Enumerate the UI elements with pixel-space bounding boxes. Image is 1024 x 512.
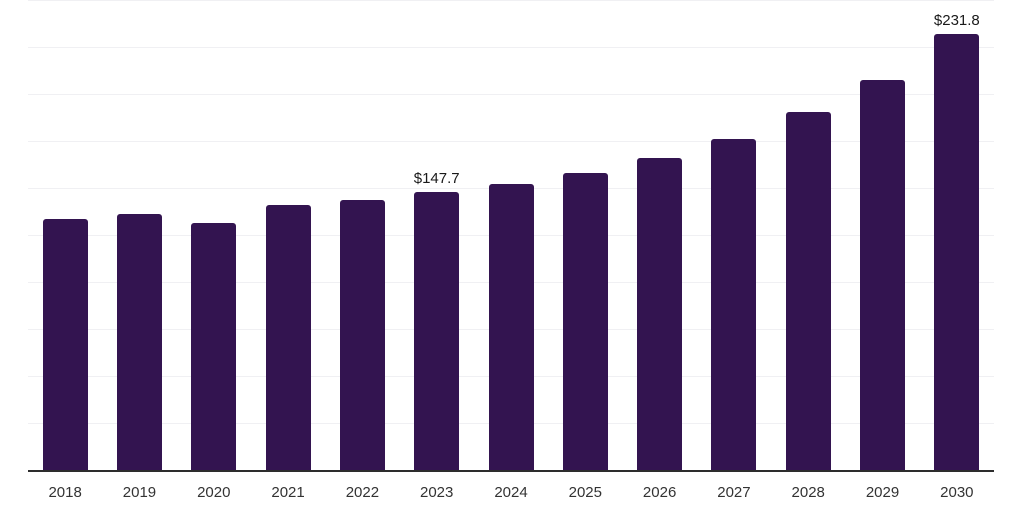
x-axis-line xyxy=(28,470,994,472)
x-tick-label-2021: 2021 xyxy=(271,484,305,501)
bar-2025 xyxy=(562,172,608,470)
bar-2024 xyxy=(488,183,534,470)
bar-2028 xyxy=(785,112,831,470)
bar-2020 xyxy=(191,222,237,470)
bar-2022 xyxy=(339,199,385,470)
bar-2026 xyxy=(637,157,683,470)
x-tick-label-2026: 2026 xyxy=(642,484,677,501)
x-tick-label-2020: 2020 xyxy=(197,484,231,501)
x-tick-label-2028: 2028 xyxy=(791,484,825,501)
gridline-250 xyxy=(28,0,994,1)
x-tick-label-2023: 2023 xyxy=(420,484,454,501)
bar-2021 xyxy=(265,204,311,470)
bar-2023 xyxy=(414,192,460,470)
x-tick-label-2018: 2018 xyxy=(48,484,82,501)
x-tick-label-2019: 2019 xyxy=(122,484,157,501)
x-tick-label-2022: 2022 xyxy=(345,484,380,501)
bar-2029 xyxy=(860,80,906,470)
gridline-225 xyxy=(28,47,994,48)
plot-area: $147.7 $231.8 xyxy=(28,0,994,470)
bar-2018 xyxy=(42,219,88,470)
data-label-2030: $231.8 xyxy=(933,12,980,30)
x-tick-label-2027: 2027 xyxy=(717,484,751,501)
data-label-2023: $147.7 xyxy=(413,170,460,188)
x-tick-label-2024: 2024 xyxy=(494,484,528,501)
bar-2019 xyxy=(116,213,162,470)
bar-2027 xyxy=(711,138,757,470)
gridline-200 xyxy=(28,94,994,95)
gridline-175 xyxy=(28,141,994,142)
x-tick-label-2029: 2029 xyxy=(865,484,900,501)
x-tick-label-2025: 2025 xyxy=(568,484,602,501)
bar-2030 xyxy=(934,34,980,470)
x-tick-label-2030: 2030 xyxy=(940,484,974,501)
